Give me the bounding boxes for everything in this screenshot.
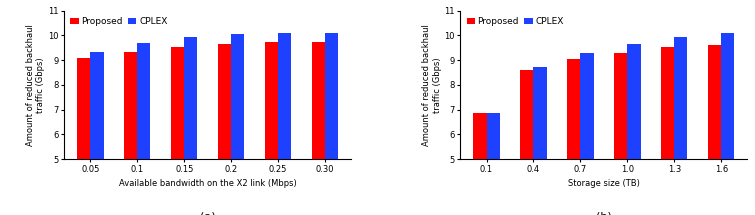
Bar [265, 42, 278, 215]
Bar [520, 70, 534, 215]
X-axis label: Storage size (TB): Storage size (TB) [568, 179, 639, 188]
Bar [325, 33, 338, 215]
Bar [534, 67, 547, 215]
Bar [171, 47, 184, 215]
Bar [661, 47, 674, 215]
Bar [218, 44, 231, 215]
Bar [77, 58, 91, 215]
Bar [708, 45, 721, 215]
Legend: Proposed, CPLEX: Proposed, CPLEX [69, 15, 169, 28]
Bar [137, 43, 150, 215]
Bar [581, 53, 593, 215]
Bar [184, 37, 197, 215]
Bar [674, 37, 688, 215]
Bar [615, 53, 627, 215]
Y-axis label: Amount of reduced backhaul
traffic (Gbps): Amount of reduced backhaul traffic (Gbps… [422, 24, 442, 146]
Bar [124, 52, 137, 215]
Bar [473, 113, 486, 215]
Bar [91, 52, 103, 215]
Bar [231, 34, 245, 215]
Bar [721, 33, 735, 215]
Legend: Proposed, CPLEX: Proposed, CPLEX [465, 15, 565, 28]
Y-axis label: Amount of reduced backhaul
traffic (Gbps): Amount of reduced backhaul traffic (Gbps… [26, 24, 45, 146]
Bar [627, 44, 640, 215]
Text: (b): (b) [596, 211, 612, 215]
X-axis label: Available bandwidth on the X2 link (Mbps): Available bandwidth on the X2 link (Mbps… [119, 179, 297, 188]
Bar [486, 113, 500, 215]
Bar [278, 33, 291, 215]
Bar [567, 59, 581, 215]
Text: (a): (a) [200, 211, 215, 215]
Bar [312, 42, 325, 215]
